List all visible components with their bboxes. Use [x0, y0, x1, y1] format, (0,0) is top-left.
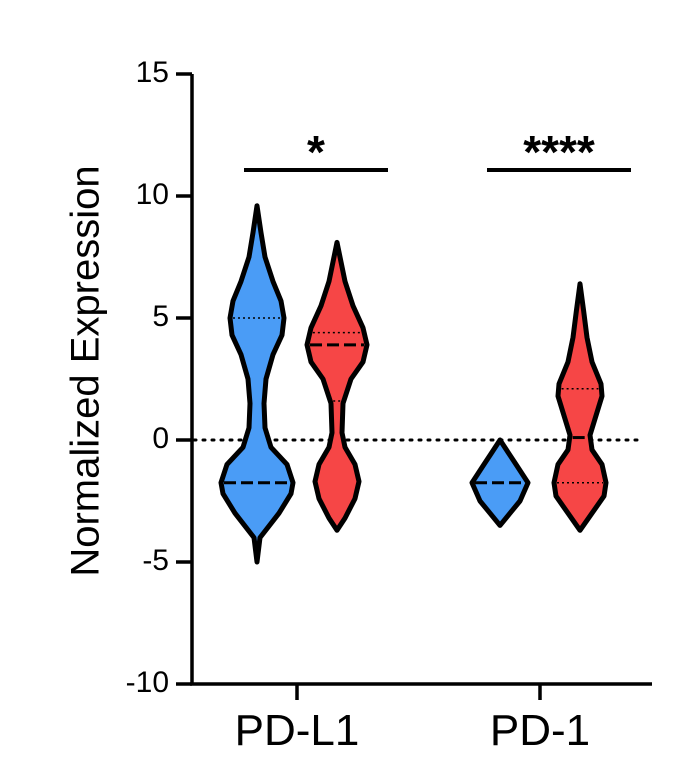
violin-body — [304, 239, 370, 533]
y-tick-label: 5 — [152, 300, 169, 333]
significance-label: * — [307, 126, 325, 178]
violin-layer — [218, 203, 609, 565]
significance-layer: * **** — [244, 126, 631, 178]
violin-body — [551, 281, 609, 533]
tick-layer: 15 10 5 0 -5 -10 PD-L1 PD-1 — [126, 56, 590, 755]
y-tick-label: 15 — [136, 56, 169, 89]
significance-label: **** — [523, 126, 595, 178]
x-tick-label: PD-L1 — [235, 706, 360, 755]
y-tick-label: 0 — [152, 422, 169, 455]
y-tick-label: -5 — [142, 544, 169, 577]
y-tick-label: -10 — [126, 666, 169, 699]
x-tick-label: PD-1 — [490, 706, 590, 755]
violin-body — [218, 203, 296, 565]
y-tick-label: 10 — [136, 178, 169, 211]
y-axis-title: Normalized Expression — [64, 165, 108, 576]
axis-layer — [190, 74, 652, 686]
